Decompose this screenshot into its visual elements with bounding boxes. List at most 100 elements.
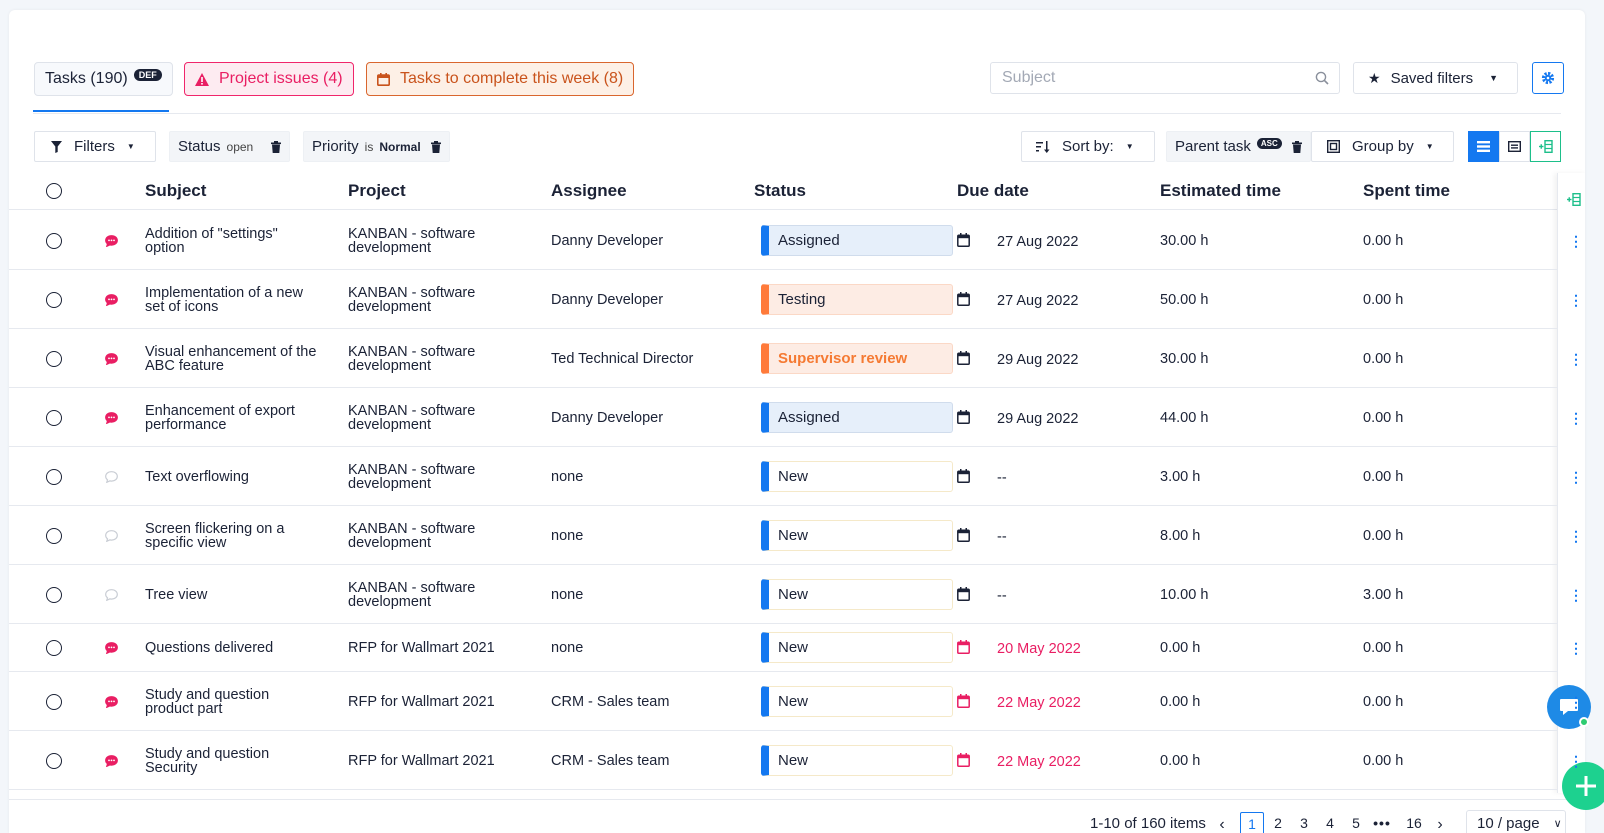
calendar-icon[interactable] <box>957 351 970 365</box>
row-menu-icon[interactable]: ⋮ <box>1569 292 1583 308</box>
sort-by-button[interactable]: Sort by: ▼ <box>1021 131 1155 162</box>
calendar-icon[interactable] <box>957 233 970 247</box>
task-project[interactable]: KANBAN - software development <box>348 581 528 610</box>
task-assignee[interactable]: CRM - Sales team <box>551 753 670 769</box>
priority-filter-chip[interactable]: Priority is Normal <box>303 131 450 162</box>
table-row[interactable]: Questions delivered RFP for Wallmart 2021… <box>9 624 1557 672</box>
page-1[interactable]: 1 <box>1240 812 1264 833</box>
page-last[interactable]: 16 <box>1406 815 1422 831</box>
column-due-date[interactable]: Due date <box>957 181 1029 200</box>
row-menu-icon[interactable]: ⋮ <box>1569 233 1583 249</box>
task-assignee[interactable]: Danny Developer <box>551 233 664 249</box>
column-spent-time[interactable]: Spent time <box>1363 181 1450 200</box>
column-estimated-time[interactable]: Estimated time <box>1160 181 1281 200</box>
column-subject[interactable]: Subject <box>145 181 207 200</box>
table-row[interactable]: Implementation of a new set of icons KANBA… <box>9 270 1557 329</box>
page-3[interactable]: 3 <box>1300 815 1308 831</box>
task-status[interactable]: New <box>761 686 953 717</box>
sort-parent-task-chip[interactable]: Parent task ASC <box>1166 131 1311 162</box>
search-input[interactable] <box>991 63 1291 93</box>
row-menu-icon[interactable]: ⋮ <box>1569 528 1583 544</box>
page-size-select[interactable]: 10 / page ∨ <box>1466 810 1566 833</box>
task-status[interactable]: New <box>761 579 953 610</box>
task-subject[interactable]: Enhancement of export performance <box>145 404 325 433</box>
task-project[interactable]: KANBAN - software development <box>348 522 528 551</box>
group-by-button[interactable]: Group by ▼ <box>1311 131 1454 162</box>
tab-tasks[interactable]: Tasks (190) DEF <box>34 62 173 96</box>
task-subject[interactable]: Questions delivered <box>145 641 325 656</box>
table-row[interactable]: Tree view KANBAN - software development non… <box>9 565 1557 624</box>
table-row[interactable]: Enhancement of export performance KANBAN -… <box>9 388 1557 447</box>
calendar-icon[interactable] <box>957 410 970 424</box>
page-5[interactable]: 5 <box>1352 815 1360 831</box>
task-project[interactable]: KANBAN - software development <box>348 227 528 256</box>
task-project[interactable]: KANBAN - software development <box>348 286 528 315</box>
task-due-date[interactable]: 27 Aug 2022 <box>997 234 1079 250</box>
row-menu-icon[interactable]: ⋮ <box>1569 640 1583 656</box>
table-row[interactable]: Study and question product part RFP for Wa… <box>9 672 1557 731</box>
tab-tasks-this-week[interactable]: Tasks to complete this week (8) <box>366 62 635 96</box>
page-4[interactable]: 4 <box>1326 815 1334 831</box>
row-checkbox[interactable] <box>46 351 62 367</box>
task-status[interactable]: New <box>761 632 953 663</box>
task-subject[interactable]: Study and question Security <box>145 747 325 776</box>
task-status[interactable]: Supervisor review <box>761 343 953 374</box>
task-subject[interactable]: Text overflowing <box>145 470 325 485</box>
task-due-date[interactable]: -- <box>997 470 1007 486</box>
task-assignee[interactable]: none <box>551 640 584 656</box>
column-project[interactable]: Project <box>348 181 406 200</box>
task-project[interactable]: KANBAN - software development <box>348 463 528 492</box>
column-status[interactable]: Status <box>754 181 806 200</box>
saved-filters-button[interactable]: ★ Saved filters ▼ <box>1353 62 1518 94</box>
search-icon[interactable] <box>1315 71 1329 85</box>
status-filter-chip[interactable]: Status open <box>169 131 291 162</box>
task-assignee[interactable]: CRM - Sales team <box>551 694 670 710</box>
row-checkbox[interactable] <box>46 469 62 485</box>
task-status[interactable]: Testing <box>761 284 953 315</box>
task-project[interactable]: RFP for Wallmart 2021 <box>348 695 528 710</box>
column-assignee[interactable]: Assignee <box>551 181 627 200</box>
row-menu-icon[interactable]: ⋮ <box>1569 469 1583 485</box>
row-checkbox[interactable] <box>46 640 62 656</box>
task-due-date[interactable]: 22 May 2022 <box>997 695 1081 711</box>
table-row[interactable]: Visual enhancement of the ABC feature KANB… <box>9 329 1557 388</box>
task-assignee[interactable]: Danny Developer <box>551 410 664 426</box>
table-row[interactable]: Screen flickering on a specific view KANBA… <box>9 506 1557 565</box>
task-subject[interactable]: Screen flickering on a specific view <box>145 522 325 551</box>
chat-button[interactable] <box>1547 685 1591 729</box>
calendar-icon[interactable] <box>957 292 970 306</box>
calendar-icon[interactable] <box>957 753 970 767</box>
task-due-date[interactable]: -- <box>997 529 1007 545</box>
task-due-date[interactable]: 22 May 2022 <box>997 754 1081 770</box>
task-subject[interactable]: Implementation of a new set of icons <box>145 286 325 315</box>
task-status[interactable]: Assigned <box>761 225 953 256</box>
task-due-date[interactable]: 27 Aug 2022 <box>997 293 1079 309</box>
filters-button[interactable]: Filters ▼ <box>34 131 156 162</box>
row-checkbox[interactable] <box>46 528 62 544</box>
row-checkbox[interactable] <box>46 753 62 769</box>
task-subject[interactable]: Study and question product part <box>145 688 325 717</box>
row-menu-icon[interactable]: ⋮ <box>1569 410 1583 426</box>
settings-button[interactable] <box>1532 62 1564 94</box>
add-column-button[interactable] <box>1530 131 1561 162</box>
table-row[interactable]: Study and question Security RFP for Wallma… <box>9 731 1557 790</box>
task-due-date[interactable]: 20 May 2022 <box>997 641 1081 657</box>
task-project[interactable]: RFP for Wallmart 2021 <box>348 641 528 656</box>
calendar-icon[interactable] <box>957 528 970 542</box>
calendar-icon[interactable] <box>957 694 970 708</box>
add-task-button[interactable] <box>1562 762 1604 810</box>
task-status[interactable]: New <box>761 745 953 776</box>
task-assignee[interactable]: none <box>551 528 584 544</box>
card-view-button[interactable] <box>1499 131 1530 162</box>
page-ellipsis[interactable]: ••• <box>1373 815 1391 831</box>
calendar-icon[interactable] <box>957 469 970 483</box>
task-subject[interactable]: Visual enhancement of the ABC feature <box>145 345 325 374</box>
trash-icon[interactable] <box>271 140 282 153</box>
calendar-icon[interactable] <box>957 587 970 601</box>
add-column-icon[interactable] <box>1567 193 1581 206</box>
task-status[interactable]: New <box>761 520 953 551</box>
table-row[interactable]: Addition of "settings" option KANBAN - sof… <box>9 211 1557 270</box>
task-assignee[interactable]: none <box>551 469 584 485</box>
tab-project-issues[interactable]: Project issues (4) <box>184 62 354 96</box>
task-assignee[interactable]: Danny Developer <box>551 292 664 308</box>
